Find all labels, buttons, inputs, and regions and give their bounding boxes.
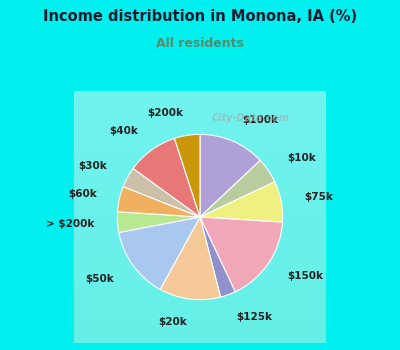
Text: $40k: $40k (109, 126, 138, 136)
Text: $150k: $150k (288, 272, 324, 281)
Text: $75k: $75k (304, 192, 333, 202)
Text: $125k: $125k (236, 312, 272, 322)
Text: $10k: $10k (288, 153, 316, 162)
Wedge shape (200, 217, 282, 292)
Wedge shape (118, 187, 200, 217)
Text: $60k: $60k (68, 189, 97, 199)
Wedge shape (200, 182, 283, 222)
Wedge shape (123, 168, 200, 217)
Wedge shape (200, 160, 275, 217)
Text: > $200k: > $200k (46, 219, 94, 229)
Text: All residents: All residents (156, 37, 244, 50)
Wedge shape (119, 217, 200, 289)
Text: $30k: $30k (78, 161, 107, 171)
Wedge shape (174, 134, 200, 217)
Wedge shape (200, 134, 260, 217)
Text: $20k: $20k (158, 317, 187, 327)
Wedge shape (133, 138, 200, 217)
Text: Income distribution in Monona, IA (%): Income distribution in Monona, IA (%) (43, 9, 357, 24)
Wedge shape (160, 217, 220, 300)
Text: $100k: $100k (242, 115, 278, 125)
Text: $50k: $50k (86, 274, 114, 284)
Wedge shape (200, 217, 235, 297)
Text: $200k: $200k (148, 107, 184, 118)
Wedge shape (117, 212, 200, 232)
Text: City-Data.com: City-Data.com (212, 113, 289, 123)
